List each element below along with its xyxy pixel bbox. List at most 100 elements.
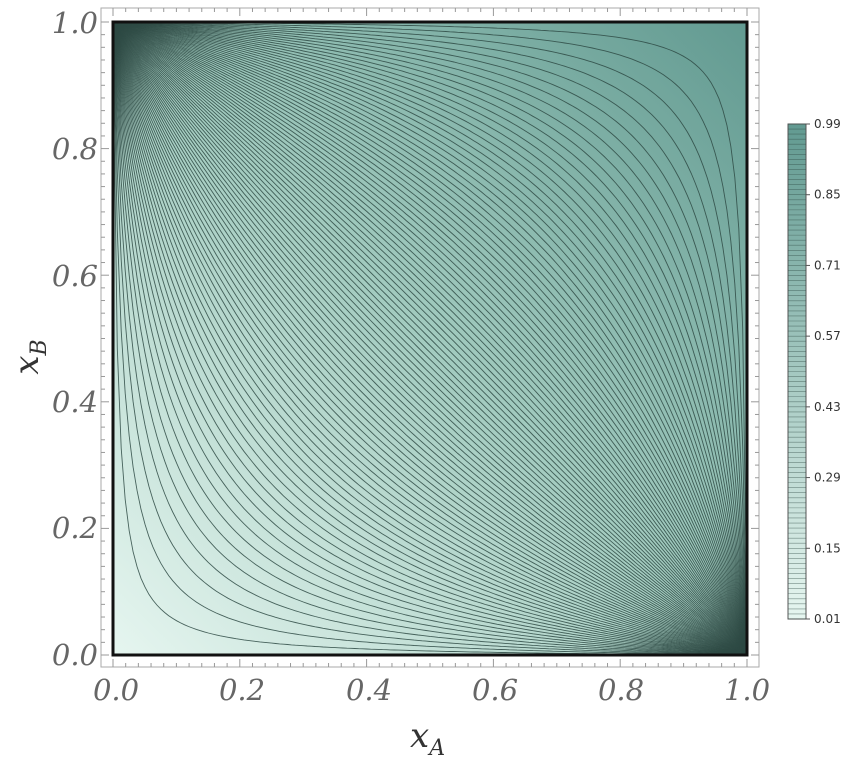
- contour-line: [113, 22, 747, 655]
- contour-line: [113, 22, 747, 654]
- contour-line: [113, 22, 747, 652]
- contour-line: [113, 22, 747, 655]
- contour-line: [113, 27, 747, 655]
- contour-line: [113, 22, 747, 655]
- contour-line: [113, 22, 747, 655]
- contour-line: [113, 22, 747, 655]
- contour-line: [113, 22, 747, 655]
- colorbar-tick-label: 0.71: [814, 258, 841, 272]
- contour-line: [113, 25, 747, 655]
- colorbar-level-lines: [788, 123, 806, 620]
- contour-line: [113, 22, 747, 655]
- y-tick-label: 0.0: [52, 638, 98, 672]
- contour-line: [113, 22, 747, 655]
- contour-line: [113, 22, 747, 655]
- contour-line: [113, 22, 747, 655]
- x-tick-label: 0.0: [93, 673, 139, 707]
- contour-line: [113, 22, 747, 655]
- contour-line: [113, 22, 747, 655]
- contour-line: [113, 22, 747, 653]
- contour-line: [113, 22, 747, 655]
- contour-line: [113, 22, 747, 654]
- contour-line: [113, 22, 747, 655]
- contour-line: [113, 36, 747, 655]
- contour-line: [113, 24, 747, 655]
- contour-line: [113, 22, 747, 655]
- contour-line: [113, 22, 747, 641]
- contour-line: [113, 44, 747, 655]
- contour-line: [113, 22, 747, 655]
- contour-line: [113, 23, 747, 655]
- contour-line: [113, 22, 747, 655]
- contour-line: [113, 22, 747, 655]
- colorbar-tick-label: 0.85: [814, 188, 841, 202]
- contour-line: [113, 23, 747, 655]
- contour-line: [113, 23, 747, 655]
- contour-line: [113, 22, 747, 655]
- y-tick-label: 0.4: [52, 385, 98, 419]
- contour-line: [113, 22, 747, 653]
- axis-ticks: [101, 8, 759, 667]
- colorbar-tick-label: 0.29: [814, 471, 841, 485]
- contour-line: [113, 22, 747, 655]
- contour-line: [113, 22, 747, 654]
- colorbar-tick-label: 0.15: [814, 541, 841, 555]
- contour-line: [113, 28, 747, 655]
- contour-line: [113, 25, 747, 655]
- contour-line: [113, 22, 747, 655]
- contour-line: [113, 22, 747, 655]
- contour-line: [113, 22, 747, 655]
- colorbar-ticks: 0.01 0.15 0.29 0.43 0.57 0.71 0.85 0.99: [806, 117, 841, 626]
- x-tick-label: 0.2: [219, 673, 265, 707]
- contour-line: [113, 22, 747, 654]
- contour-line: [113, 22, 747, 655]
- contour-line: [113, 22, 747, 655]
- contour-line: [113, 22, 747, 655]
- contour-line: [113, 22, 747, 655]
- contour-line: [113, 22, 747, 655]
- contour-line: [113, 22, 747, 655]
- contour-line: [113, 23, 747, 655]
- y-tick-label: 0.6: [52, 259, 98, 293]
- contour-line: [113, 22, 747, 654]
- contour-line: [113, 22, 747, 655]
- contour-line: [113, 22, 747, 652]
- contour-line: [113, 22, 747, 655]
- contour-line: [113, 24, 747, 655]
- colorbar: 0.01 0.15 0.29 0.43 0.57 0.71 0.85 0.99: [787, 117, 841, 626]
- contour-line: [113, 26, 747, 655]
- y-tick-label: 1.0: [52, 6, 98, 40]
- contour-line: [113, 22, 747, 655]
- colorbar-tick-label: 0.01: [814, 612, 841, 626]
- contour-line: [113, 22, 747, 655]
- contour-line: [113, 22, 747, 655]
- contour-line: [113, 22, 747, 655]
- contour-line: [113, 22, 747, 655]
- x-tick-labels: 0.0 0.2 0.4 0.6 0.8 1.0: [93, 673, 770, 707]
- contour-line: [113, 22, 747, 655]
- colorbar-tick-label: 0.43: [814, 400, 841, 414]
- contour-line: [113, 24, 747, 655]
- contour-line: [113, 22, 747, 655]
- y-tick-label: 0.8: [52, 132, 98, 166]
- contour-line: [113, 22, 747, 655]
- data-boundary: [111, 20, 749, 657]
- contour-line: [113, 22, 747, 655]
- y-tick-label: 0.2: [52, 511, 98, 545]
- contour-line: [113, 22, 747, 655]
- contour-line: [113, 22, 747, 650]
- contour-line: [113, 22, 747, 655]
- contour-line: [113, 22, 747, 633]
- contour-line: [113, 22, 747, 655]
- colorbar-tick-label: 0.57: [814, 329, 841, 343]
- contour-line: [113, 22, 747, 654]
- y-tick-labels: 0.0 0.2 0.4 0.6 0.8 1.0: [52, 6, 98, 672]
- contour-line: [113, 22, 747, 655]
- contour-line: [113, 22, 747, 655]
- y-axis-label: xB: [7, 339, 52, 374]
- contour-line: [113, 22, 747, 655]
- x-tick-label: 0.8: [598, 673, 644, 707]
- contour-line: [113, 23, 747, 655]
- contour-line: [113, 23, 747, 655]
